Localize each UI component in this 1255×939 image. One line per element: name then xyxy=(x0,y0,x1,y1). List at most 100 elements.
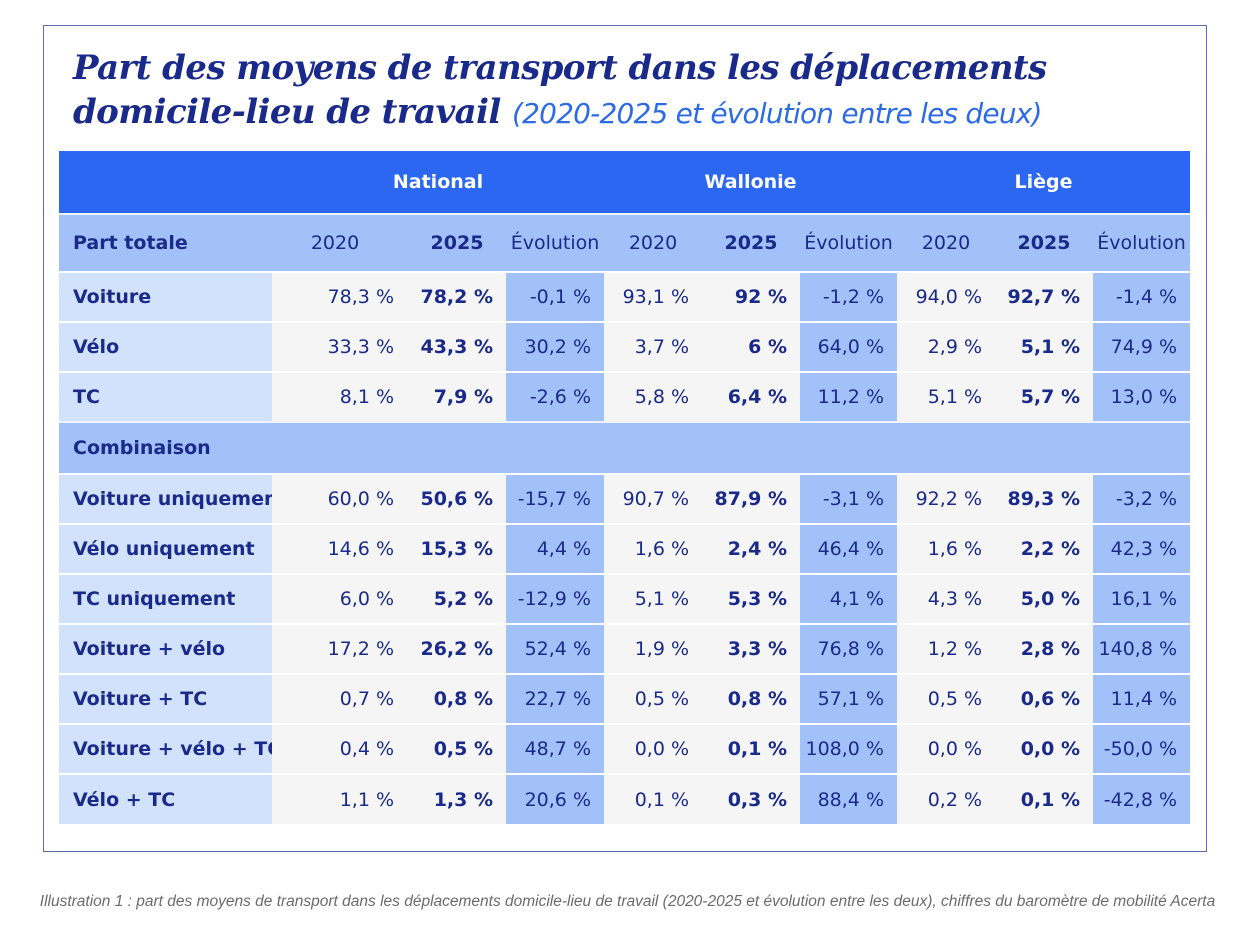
cell-wallonie-2020: 3,7 % xyxy=(604,321,702,372)
header-blank-cell xyxy=(59,149,272,214)
row-label: Voiture + vélo + TC xyxy=(59,723,272,774)
cell-national-2025: 7,9 % xyxy=(408,371,506,422)
cell-national-2020: 17,2 % xyxy=(272,623,408,674)
cell-wallonie-2025: 92 % xyxy=(702,271,800,322)
col-header-wallonie-2020: 2020 xyxy=(604,213,702,272)
cell-national-2020: 6,0 % xyxy=(272,573,408,624)
cell-national-evolution: 48,7 % xyxy=(506,723,604,774)
cell-national-2020: 0,4 % xyxy=(272,723,408,774)
cell-national-evolution: 30,2 % xyxy=(506,321,604,372)
cell-liege-2020: 92,2 % xyxy=(897,473,995,524)
cell-wallonie-2025: 5,3 % xyxy=(702,573,800,624)
cell-national-2025: 0,5 % xyxy=(408,723,506,774)
table-row: Vélo uniquement 14,6 % 15,3 % 4,4 % 1,6 % 2,4… xyxy=(59,523,1191,574)
cell-wallonie-2020: 5,8 % xyxy=(604,371,702,422)
cell-liege-2025: 0,0 % xyxy=(995,723,1093,774)
column-header-row: Part totale 2020 2025 Évolution 2020 202… xyxy=(59,213,1191,272)
group-label-combinaison: Combinaison xyxy=(59,421,272,474)
row-label: Voiture + vélo xyxy=(59,623,272,674)
col-header-national-2025: 2025 xyxy=(408,213,506,272)
cell-liege-2020: 0,2 % xyxy=(897,773,995,824)
cell-liege-2025: 0,6 % xyxy=(995,673,1093,724)
cell-liege-2025: 89,3 % xyxy=(995,473,1093,524)
table-row: Voiture uniquement 60,0 % 50,6 % -15,7 % 90,… xyxy=(59,473,1191,524)
row-label: TC uniquement xyxy=(59,573,272,624)
cell-liege-2025: 2,2 % xyxy=(995,523,1093,574)
cell-liege-evolution: -50,0 % xyxy=(1093,723,1191,774)
row-label: TC xyxy=(59,371,272,422)
cell-wallonie-evolution: 88,4 % xyxy=(800,773,897,824)
cell-wallonie-2025: 6,4 % xyxy=(702,371,800,422)
cell-wallonie-2020: 93,1 % xyxy=(604,271,702,322)
cell-wallonie-2020: 0,0 % xyxy=(604,723,702,774)
cell-national-evolution: -0,1 % xyxy=(506,271,604,322)
cell-liege-evolution: -3,2 % xyxy=(1093,473,1191,524)
cell-national-2025: 5,2 % xyxy=(408,573,506,624)
cell-national-evolution: 20,6 % xyxy=(506,773,604,824)
cell-liege-2020: 94,0 % xyxy=(897,271,995,322)
cell-liege-2020: 1,2 % xyxy=(897,623,995,674)
transport-share-table: National Wallonie Liège Part totale 2020… xyxy=(59,149,1191,824)
cell-national-2025: 1,3 % xyxy=(408,773,506,824)
cell-national-evolution: -2,6 % xyxy=(506,371,604,422)
cell-wallonie-2025: 0,3 % xyxy=(702,773,800,824)
cell-national-2025: 43,3 % xyxy=(408,321,506,372)
cell-wallonie-evolution: 64,0 % xyxy=(800,321,897,372)
cell-national-2020: 14,6 % xyxy=(272,523,408,574)
row-label: Voiture uniquement xyxy=(59,473,272,524)
cell-wallonie-evolution: 57,1 % xyxy=(800,673,897,724)
row-label: Voiture + TC xyxy=(59,673,272,724)
col-header-national-evolution: Évolution xyxy=(506,213,604,272)
cell-national-2020: 60,0 % xyxy=(272,473,408,524)
figure-caption: Illustration 1 : part des moyens de tran… xyxy=(39,893,1216,910)
col-header-liege-2025: 2025 xyxy=(995,213,1093,272)
cell-liege-2025: 92,7 % xyxy=(995,271,1093,322)
cell-national-2025: 26,2 % xyxy=(408,623,506,674)
title-subtitle: (2020-2025 et évolution entre les deux) xyxy=(512,97,1042,130)
cell-wallonie-evolution: 4,1 % xyxy=(800,573,897,624)
cell-wallonie-evolution: -3,1 % xyxy=(800,473,897,524)
cell-national-2020: 0,7 % xyxy=(272,673,408,724)
table-row: Voiture + TC 0,7 % 0,8 % 22,7 % 0,5 % 0,8 % 57… xyxy=(59,673,1191,724)
cell-liege-2020: 0,0 % xyxy=(897,723,995,774)
cell-liege-2020: 5,1 % xyxy=(897,371,995,422)
cell-liege-2020: 4,3 % xyxy=(897,573,995,624)
cell-liege-evolution: 74,9 % xyxy=(1093,321,1191,372)
cell-national-evolution: 4,4 % xyxy=(506,523,604,574)
cell-national-2025: 78,2 % xyxy=(408,271,506,322)
row-label: Vélo + TC xyxy=(59,773,272,824)
cell-national-2025: 50,6 % xyxy=(408,473,506,524)
cell-wallonie-2020: 0,5 % xyxy=(604,673,702,724)
cell-wallonie-2020: 1,6 % xyxy=(604,523,702,574)
cell-wallonie-evolution: -1,2 % xyxy=(800,271,897,322)
cell-national-evolution: -15,7 % xyxy=(506,473,604,524)
row-label: Vélo uniquement xyxy=(59,523,272,574)
table-row: Vélo + TC 1,1 % 1,3 % 20,6 % 0,1 % 0,3 % 88,4 … xyxy=(59,773,1191,824)
group-row-combinaison: Combinaison xyxy=(59,421,1191,474)
cell-liege-evolution: 13,0 % xyxy=(1093,371,1191,422)
cell-wallonie-2025: 2,4 % xyxy=(702,523,800,574)
table-row: Voiture + vélo + TC 0,4 % 0,5 % 48,7 % 0,0 %… xyxy=(59,723,1191,774)
title-line-1: Part des moyens de transport dans les dé… xyxy=(73,48,1047,88)
cell-liege-evolution: -1,4 % xyxy=(1093,271,1191,322)
cell-liege-2025: 0,1 % xyxy=(995,773,1093,824)
col-header-wallonie-evolution: Évolution xyxy=(800,213,897,272)
cell-wallonie-2025: 0,1 % xyxy=(702,723,800,774)
cell-wallonie-2025: 3,3 % xyxy=(702,623,800,674)
combinaison-body: Voiture uniquement 60,0 % 50,6 % -15,7 % 90,… xyxy=(59,473,1191,824)
col-header-wallonie-2025: 2025 xyxy=(702,213,800,272)
cell-wallonie-evolution: 108,0 % xyxy=(800,723,897,774)
cell-national-2020: 33,3 % xyxy=(272,321,408,372)
cell-liege-2020: 2,9 % xyxy=(897,321,995,372)
cell-national-2020: 78,3 % xyxy=(272,271,408,322)
cell-liege-2020: 0,5 % xyxy=(897,673,995,724)
cell-liege-evolution: -42,8 % xyxy=(1093,773,1191,824)
cell-liege-evolution: 42,3 % xyxy=(1093,523,1191,574)
cell-national-evolution: 52,4 % xyxy=(506,623,604,674)
row-label: Voiture xyxy=(59,271,272,322)
col-header-liege-evolution: Évolution xyxy=(1093,213,1191,272)
cell-national-2020: 1,1 % xyxy=(272,773,408,824)
cell-liege-2025: 5,0 % xyxy=(995,573,1093,624)
col-header-liege-2020: 2020 xyxy=(897,213,995,272)
table-row: TC uniquement 6,0 % 5,2 % -12,9 % 5,1 % 5,3 %… xyxy=(59,573,1191,624)
